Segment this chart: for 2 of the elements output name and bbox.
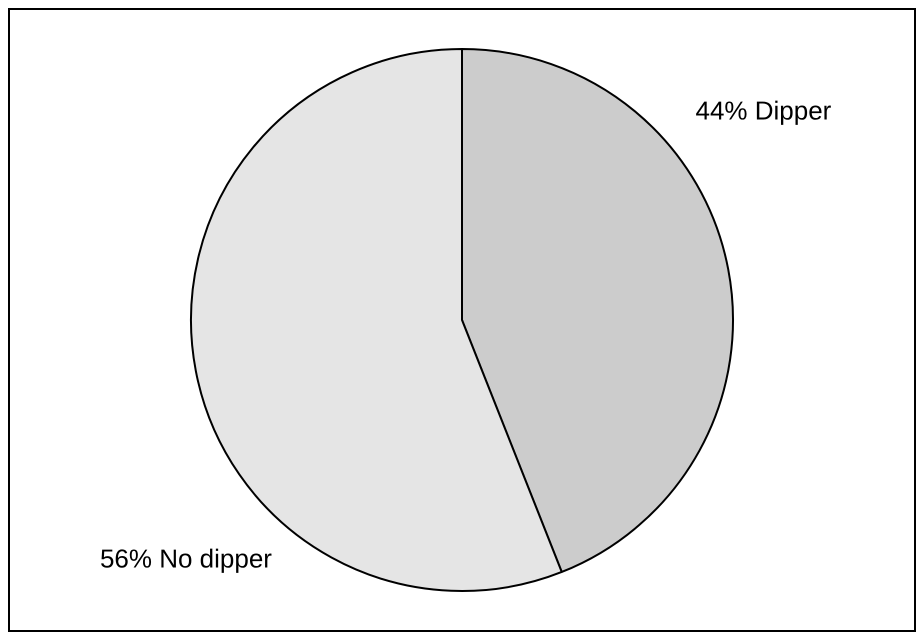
slice-label: 44% Dipper: [695, 96, 832, 126]
slice-label: 56% No dipper: [100, 543, 272, 574]
